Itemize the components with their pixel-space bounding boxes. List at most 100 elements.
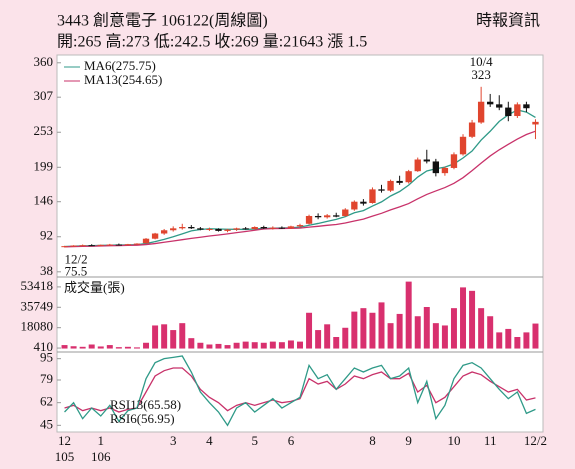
volume-bar [478, 308, 485, 349]
y-tick-label: 146 [34, 193, 54, 208]
quote-info: 開:265 高:273 低:242.5 收:269 量:21643 漲 1.5 [57, 33, 367, 51]
candle-body [360, 201, 367, 204]
legend-label: MA13(254.65) [84, 72, 162, 87]
x-year-label: 106 [91, 449, 111, 464]
volume-bar [242, 341, 249, 349]
x-tick-label: 4 [206, 433, 213, 448]
panel-title: 成交量(張) [64, 280, 125, 295]
volume-bar [441, 325, 448, 349]
y-tick-label: 53418 [21, 278, 54, 293]
y-tick-label: 95 [40, 350, 53, 365]
candle-body [496, 104, 503, 108]
x-year-label: 105 [55, 449, 75, 464]
volume-bar [532, 323, 539, 349]
candle-body [378, 189, 385, 191]
volume-bar [496, 332, 503, 349]
volume-bar [124, 346, 131, 349]
volume-bar [179, 323, 186, 349]
volume-bar [432, 323, 439, 349]
candle-body [342, 209, 349, 216]
volume-bar [61, 345, 68, 349]
candle-body [305, 215, 313, 224]
volume-bar [324, 324, 331, 349]
x-tick-label: 12 [58, 433, 71, 448]
candle-body [369, 189, 376, 203]
y-tick-label: 45 [40, 416, 53, 431]
x-tick-label: 9 [405, 433, 412, 448]
candle-body [459, 136, 467, 155]
chart-title: 3443 創意電子 106122(周線圖) [57, 11, 268, 30]
candle-body [224, 229, 231, 231]
volume-bar [287, 340, 294, 349]
x-tick-label: 10 [447, 433, 460, 448]
annotation: 12/2 [65, 251, 88, 266]
volume-bar [197, 342, 204, 349]
volume-bar [333, 337, 340, 349]
volume-bar [460, 287, 467, 349]
candle-body [505, 107, 512, 117]
candle-body [206, 228, 213, 230]
candle-body [333, 215, 340, 217]
candle-body [351, 201, 358, 210]
y-tick-label: 199 [34, 158, 54, 173]
volume-bar [315, 330, 322, 349]
candle-body [432, 161, 440, 174]
y-tick-label: 18080 [21, 319, 54, 334]
x-tick-label: 3 [170, 433, 177, 448]
volume-bar [97, 346, 104, 349]
candle-body [88, 245, 95, 247]
volume-bar [351, 311, 358, 349]
volume-bar [260, 342, 267, 349]
candle-body [79, 245, 86, 247]
candle-body [251, 227, 258, 229]
candle-body [477, 101, 485, 123]
candle-body [61, 246, 68, 248]
volume-bar [224, 345, 231, 349]
volume-bar [450, 308, 457, 349]
volume-bar [161, 324, 168, 349]
volume-bar [233, 342, 240, 349]
x-tick-label: 8 [369, 433, 376, 448]
candle-body [514, 104, 521, 117]
legend-label: MA6(275.75) [84, 58, 156, 73]
volume-bar [514, 337, 521, 349]
volume-bar [342, 327, 349, 349]
volume-bar [414, 316, 421, 349]
y-tick-label: 79 [40, 371, 53, 386]
y-tick-label: 253 [34, 123, 54, 138]
source: 時報資訊 [476, 12, 540, 30]
candle-body [423, 159, 430, 162]
volume-bar [170, 330, 177, 349]
candle-body [405, 171, 412, 183]
volume-bar [106, 345, 113, 349]
volume-bar [79, 346, 86, 349]
volume-bar [387, 323, 394, 349]
candle-body [324, 215, 331, 218]
volume-bar [378, 302, 385, 349]
y-tick-label: 35749 [21, 298, 54, 313]
candle-body [396, 180, 403, 183]
volume-bar [88, 344, 95, 349]
volume-bar [215, 343, 222, 349]
volume-bar [396, 313, 403, 349]
legend-label: RSI13(65.58) [110, 397, 181, 412]
volume-bar [306, 312, 313, 349]
volume-bar [133, 347, 140, 349]
candle-body [133, 243, 141, 245]
volume-bar [115, 347, 122, 349]
volume-bar [469, 290, 476, 349]
candle-body [532, 121, 539, 125]
y-tick-label: 92 [40, 228, 53, 243]
candle-body [278, 227, 286, 229]
legend-label: RSI6(56.95) [110, 411, 175, 426]
volume-bar [143, 342, 150, 349]
x-tick-label: 1 [98, 433, 105, 448]
y-tick-label: 410 [34, 339, 54, 354]
x-tick-label: 5 [251, 433, 258, 448]
volume-bar [423, 307, 430, 349]
line-series [64, 355, 536, 427]
x-tick-label: 6 [288, 433, 295, 448]
y-tick-label: 307 [34, 88, 54, 103]
volume-bar [505, 328, 512, 349]
